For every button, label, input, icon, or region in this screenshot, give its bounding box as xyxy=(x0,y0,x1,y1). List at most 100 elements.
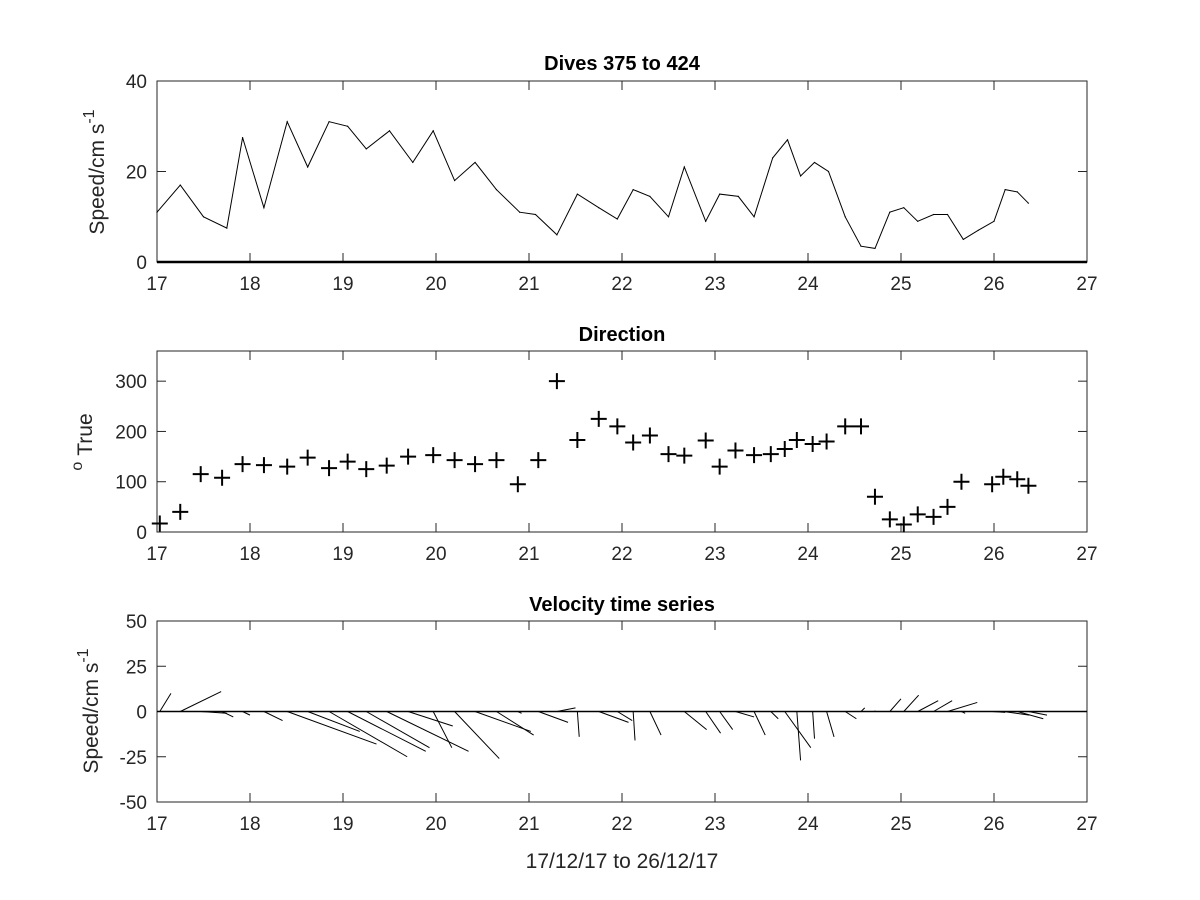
velocity-ytick-label-3: 25 xyxy=(126,657,147,678)
speed-point-15 xyxy=(474,161,476,164)
speed-ylabel-superscript: -1 xyxy=(81,109,98,123)
velocity-stick-44 xyxy=(961,711,966,714)
direction-marker-42 xyxy=(925,508,942,525)
velocity-xtick-label-9: 26 xyxy=(983,814,1004,835)
velocity-stick-30 xyxy=(753,711,766,736)
velocity-stick-47 xyxy=(1017,711,1044,720)
speed-point-17 xyxy=(519,211,521,213)
direction-marker-7 xyxy=(299,449,316,466)
speed-point-26 xyxy=(683,166,685,168)
speed-point-22 xyxy=(616,218,618,220)
direction-xtick-label-2: 19 xyxy=(332,544,353,565)
direction-marker-20 xyxy=(569,431,586,448)
velocity-xtick-label-6: 23 xyxy=(704,814,725,835)
direction-marker-25 xyxy=(660,446,677,463)
direction-marker-35 xyxy=(818,433,835,450)
velocity-stick-28 xyxy=(719,711,734,730)
speed-point-29 xyxy=(737,195,739,197)
speed-point-36 xyxy=(844,216,846,218)
velocity-stick-6 xyxy=(287,711,377,745)
velocity-xtick-label-10: 27 xyxy=(1076,814,1097,835)
speed-point-7 xyxy=(307,166,309,168)
direction-marker-3 xyxy=(214,469,231,486)
direction-xtick-label-6: 23 xyxy=(704,544,725,565)
velocity-xtick-label-1: 18 xyxy=(239,814,260,835)
velocity-stick-22 xyxy=(617,711,633,721)
speed-point-44 xyxy=(962,238,964,240)
speed-ytick-label-0: 0 xyxy=(136,253,147,274)
direction-marker-18 xyxy=(530,452,547,469)
speed-point-33 xyxy=(799,175,802,177)
velocity-ticks: 17 18 19 20 21 22 23 24 25 26 27 -50 -25 0 25 50 xyxy=(120,612,1098,835)
velocity-stick-18 xyxy=(538,711,569,723)
velocity-xtick-label-0: 17 xyxy=(146,814,167,835)
velocity-stick-1 xyxy=(180,691,222,712)
speed-point-11 xyxy=(388,130,391,132)
velocity-ylabel-text: Speed/cm s xyxy=(80,663,103,774)
velocity-ytick-label-2: 0 xyxy=(136,703,147,724)
velocity-xtick-label-2: 19 xyxy=(332,814,353,835)
speed-point-24 xyxy=(649,195,651,197)
speed-point-37 xyxy=(860,245,862,247)
speed-point-25 xyxy=(667,216,670,218)
speed-xtick-label-7: 24 xyxy=(797,274,819,295)
direction-marker-26 xyxy=(676,447,693,464)
direction-marker-44 xyxy=(953,473,970,490)
speed-point-48 xyxy=(1016,191,1018,193)
direction-marker-45 xyxy=(984,476,1001,493)
velocity-stick-41 xyxy=(917,700,939,712)
speed-point-21 xyxy=(598,207,600,209)
direction-marker-11 xyxy=(378,457,395,474)
direction-xtick-label-0: 17 xyxy=(146,544,167,565)
direction-marker-47 xyxy=(1009,471,1026,488)
direction-marker-layer xyxy=(151,373,1037,533)
direction-ytick-label-0: 0 xyxy=(136,523,147,544)
velocity-stick-24 xyxy=(649,711,662,736)
velocity-stick-10 xyxy=(366,711,430,749)
direction-marker-4 xyxy=(234,456,251,473)
direction-marker-17 xyxy=(509,476,526,493)
direction-marker-8 xyxy=(321,460,338,477)
velocity-stick-29 xyxy=(735,711,755,718)
direction-marker-39 xyxy=(881,511,898,528)
speed-point-34 xyxy=(813,161,816,164)
direction-xtick-label-5: 22 xyxy=(611,544,632,565)
speed-panel: Dives 375 to 424 17 18 19 20 21 22 23 24 25 26 27 0… xyxy=(81,53,1098,295)
velocity-stick-15 xyxy=(474,711,532,732)
velocity-stick-7 xyxy=(307,711,360,732)
velocity-stick-34 xyxy=(812,711,816,739)
speed-xtick-label-1: 18 xyxy=(239,274,260,295)
velocity-stick-2 xyxy=(200,711,227,714)
velocity-stick-9 xyxy=(347,711,426,752)
direction-marker-2 xyxy=(192,466,209,483)
velocity-stick-42 xyxy=(933,700,953,712)
direction-ylabel-text: True xyxy=(74,413,97,455)
speed-ytick-label-1: 20 xyxy=(126,163,147,184)
direction-marker-46 xyxy=(995,468,1012,485)
direction-xtick-label-8: 25 xyxy=(890,544,911,565)
velocity-xtick-label-3: 20 xyxy=(425,814,446,835)
speed-xtick-label-10: 27 xyxy=(1076,274,1097,295)
direction-marker-48 xyxy=(1020,477,1037,494)
speed-point-14 xyxy=(454,179,456,182)
direction-marker-12 xyxy=(400,448,417,465)
speed-point-4 xyxy=(241,136,244,139)
direction-xtick-label-9: 26 xyxy=(983,544,1004,565)
velocity-stick-48 xyxy=(1028,711,1048,716)
velocity-stick-17 xyxy=(517,711,522,714)
direction-axes-box xyxy=(156,350,1088,533)
speed-point-46 xyxy=(993,220,995,222)
direction-marker-10 xyxy=(358,461,375,478)
velocity-stick-40 xyxy=(903,694,920,712)
velocity-stick-19 xyxy=(556,707,576,712)
direction-marker-22 xyxy=(609,418,626,435)
speed-point-42 xyxy=(932,213,935,216)
direction-marker-37 xyxy=(853,418,870,435)
velocity-stick-0 xyxy=(159,693,172,712)
speed-point-18 xyxy=(534,213,537,216)
velocity-xtick-label-7: 24 xyxy=(797,814,819,835)
speed-point-16 xyxy=(495,189,498,191)
speed-point-13 xyxy=(432,130,434,132)
velocity-panel: Velocity time series 17 18 19 20 21 22 23 24 25 2… xyxy=(75,594,1098,835)
